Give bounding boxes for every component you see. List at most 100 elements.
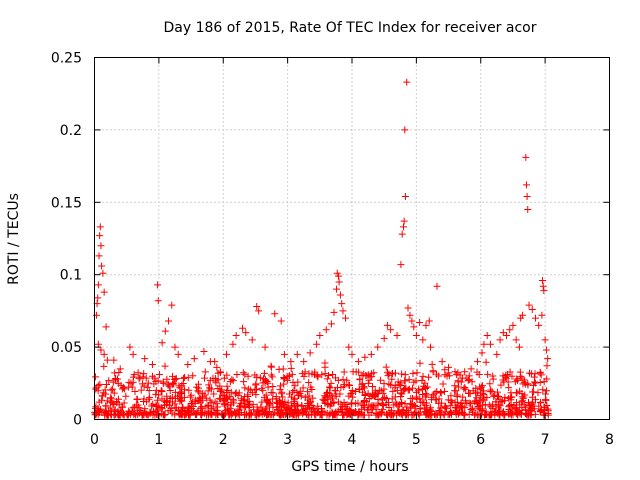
baseline-point [178, 397, 186, 405]
baseline-point [404, 386, 412, 394]
baseline-point [202, 394, 210, 402]
data-point [531, 314, 539, 322]
baseline-point [258, 410, 266, 418]
baseline-point [525, 369, 533, 377]
baseline-point [120, 399, 128, 407]
baseline-point [411, 409, 419, 417]
data-point [433, 282, 441, 290]
baseline-point [468, 404, 476, 412]
data-point [499, 329, 507, 337]
baseline-point [221, 400, 229, 408]
baseline-point [269, 389, 277, 397]
baseline-point [229, 377, 237, 385]
baseline-point [260, 369, 268, 377]
baseline-point [159, 378, 167, 386]
data-point [419, 336, 427, 344]
baseline-point [544, 411, 552, 419]
data-point [380, 334, 388, 342]
baseline-point [489, 372, 497, 380]
baseline-point [527, 401, 535, 409]
baseline-point [476, 383, 484, 391]
baseline-point [245, 397, 253, 405]
baseline-point [520, 378, 528, 386]
baseline-point [397, 389, 405, 397]
data-point [261, 343, 269, 351]
baseline-point [441, 387, 449, 395]
baseline-point [395, 402, 403, 410]
y-tick-label: 0.25 [51, 51, 82, 67]
baseline-point [290, 398, 298, 406]
baseline-point [465, 399, 473, 407]
baseline-point [223, 382, 231, 390]
data-point [474, 358, 482, 366]
baseline-point [303, 411, 311, 419]
baseline-point [352, 399, 360, 407]
baseline-point [542, 396, 550, 404]
baseline-point [466, 390, 474, 398]
baseline-point [518, 406, 526, 414]
baseline-point [368, 373, 376, 381]
baseline-point [351, 407, 359, 415]
data-point [116, 365, 124, 373]
baseline-point [401, 409, 409, 417]
baseline-point [326, 384, 334, 392]
baseline-point [385, 380, 393, 388]
data-point [255, 307, 263, 315]
baseline-point [340, 368, 348, 376]
data-point [400, 223, 407, 231]
baseline-point [487, 410, 495, 418]
data-point [293, 350, 301, 358]
baseline-point [171, 404, 179, 412]
baseline-point [267, 371, 275, 379]
data-point [239, 324, 247, 332]
baseline-point [505, 411, 513, 419]
baseline-point [377, 387, 385, 395]
baseline-point [218, 386, 226, 394]
baseline-point [201, 409, 209, 417]
data-point [515, 343, 523, 351]
x-tick-label: 6 [476, 432, 485, 448]
baseline-point [276, 382, 284, 390]
x-tick-label: 8 [605, 432, 614, 448]
baseline-point [467, 406, 475, 414]
data-point [412, 332, 420, 340]
data-point [174, 350, 182, 358]
baseline-point [304, 388, 312, 396]
baseline-point [467, 400, 475, 408]
baseline-point [496, 402, 504, 410]
baseline-point [326, 402, 334, 410]
baseline-point [385, 403, 393, 411]
baseline-point [318, 405, 326, 413]
baseline-point [298, 402, 306, 410]
baseline-point [233, 370, 241, 378]
baseline-point [543, 387, 551, 395]
baseline-point [285, 390, 293, 398]
baseline-point [263, 410, 271, 418]
baseline-point [516, 372, 524, 380]
baseline-point [360, 370, 368, 378]
baseline-point [524, 411, 532, 419]
baseline-point [403, 403, 411, 411]
baseline-point [341, 381, 349, 389]
baseline-point [345, 392, 353, 400]
y-tick-label: 0.1 [60, 268, 82, 284]
data-point [374, 343, 382, 351]
baseline-point [373, 411, 381, 419]
baseline-point [168, 409, 176, 417]
baseline-point [153, 403, 161, 411]
baseline-point [188, 398, 196, 406]
data-point [401, 193, 409, 201]
baseline-point [384, 372, 392, 380]
data-point [401, 126, 409, 134]
baseline-point [482, 358, 490, 366]
baseline-point [148, 402, 156, 410]
baseline-point [102, 380, 110, 388]
data-point [354, 358, 362, 366]
x-tick-label: 3 [283, 432, 292, 448]
baseline-point [239, 369, 247, 377]
baseline-point [190, 408, 198, 416]
data-point [229, 340, 237, 348]
baseline-point [276, 398, 284, 406]
baseline-point [155, 370, 163, 378]
baseline-point [425, 373, 433, 381]
